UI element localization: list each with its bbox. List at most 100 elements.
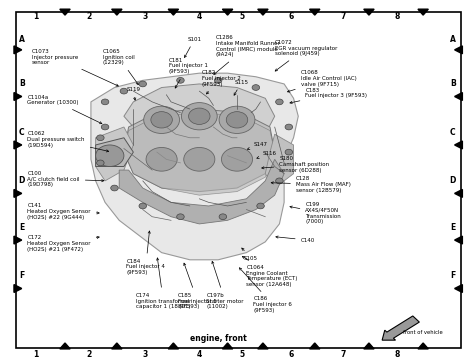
Text: 8: 8	[394, 12, 400, 21]
Text: engine, front: engine, front	[190, 334, 246, 343]
Circle shape	[101, 99, 109, 105]
Circle shape	[120, 88, 128, 94]
Text: C199
AX4S/4F50N
Transmission
(7000): C199 AX4S/4F50N Transmission (7000)	[290, 202, 341, 224]
Text: S101: S101	[184, 37, 201, 58]
Text: S105: S105	[242, 248, 258, 261]
Polygon shape	[60, 343, 70, 349]
Text: S180
Camshaft position
sensor (6D288): S180 Camshaft position sensor (6D288)	[262, 156, 329, 173]
Circle shape	[97, 160, 104, 166]
Circle shape	[189, 108, 210, 125]
Text: C1104a
Generator (10300): C1104a Generator (10300)	[27, 95, 102, 124]
Circle shape	[214, 77, 222, 83]
Text: 2: 2	[86, 350, 91, 359]
Circle shape	[139, 81, 146, 87]
Polygon shape	[168, 343, 179, 349]
Polygon shape	[91, 73, 298, 260]
Text: 7: 7	[340, 350, 346, 359]
Text: D: D	[450, 176, 456, 185]
Polygon shape	[310, 9, 320, 15]
Text: C183
Fuel injector 3 (9F593): C183 Fuel injector 3 (9F593)	[290, 88, 367, 104]
Circle shape	[177, 214, 184, 220]
Polygon shape	[455, 285, 462, 292]
Circle shape	[184, 147, 215, 171]
Text: C172
Heated Oxygen Sensor
(HO2S) #21 (9F472): C172 Heated Oxygen Sensor (HO2S) #21 (9F…	[27, 235, 99, 252]
FancyArrow shape	[382, 316, 419, 340]
Polygon shape	[124, 113, 275, 195]
Text: C186
Fuel injector 6
(9F593): C186 Fuel injector 6 (9F593)	[239, 268, 292, 313]
Polygon shape	[418, 343, 428, 349]
Text: C184
Fuel injector 4
(9F593): C184 Fuel injector 4 (9F593)	[126, 231, 165, 275]
Circle shape	[144, 106, 180, 134]
Text: 8: 8	[394, 350, 400, 359]
Polygon shape	[112, 9, 122, 15]
Circle shape	[111, 185, 118, 191]
Text: C: C	[450, 128, 456, 137]
Polygon shape	[96, 138, 133, 167]
Text: C140: C140	[276, 236, 315, 243]
Text: E: E	[19, 223, 24, 232]
Polygon shape	[455, 93, 462, 100]
Circle shape	[219, 106, 255, 134]
Text: 5: 5	[239, 350, 244, 359]
Circle shape	[97, 135, 104, 141]
Circle shape	[252, 85, 260, 90]
Polygon shape	[265, 134, 293, 188]
Text: C182
Fuel injector 2
(9F593): C182 Fuel injector 2 (9F593)	[201, 70, 240, 94]
Text: C1062
Dual pressure switch
(19D594): C1062 Dual pressure switch (19D594)	[27, 131, 109, 152]
Polygon shape	[418, 9, 428, 15]
Polygon shape	[455, 141, 462, 149]
Polygon shape	[14, 46, 22, 54]
Text: 2: 2	[86, 12, 91, 21]
Text: C141
Heated Oxygen Sensor
(HO2S) #22 (9G444): C141 Heated Oxygen Sensor (HO2S) #22 (9G…	[27, 203, 99, 220]
Text: S115: S115	[234, 80, 249, 95]
Text: 6: 6	[289, 350, 294, 359]
Circle shape	[285, 124, 292, 130]
Circle shape	[101, 124, 109, 130]
Text: C1072
EGR vacuum regulator
solenoid (9J459): C1072 EGR vacuum regulator solenoid (9J4…	[275, 40, 337, 71]
Text: B: B	[450, 79, 456, 88]
Text: A: A	[18, 35, 25, 43]
Text: C1073
Injector pressure
sensor: C1073 Injector pressure sensor	[32, 49, 118, 86]
Text: F: F	[19, 272, 24, 281]
Text: C1068
Idle Air Control (IAC)
valve (9F715): C1068 Idle Air Control (IAC) valve (9F71…	[288, 70, 356, 92]
Text: 3: 3	[143, 350, 148, 359]
Text: 1: 1	[33, 12, 38, 21]
Polygon shape	[124, 84, 275, 148]
Text: 3: 3	[143, 12, 148, 21]
Circle shape	[177, 77, 184, 83]
Polygon shape	[14, 285, 22, 292]
Text: D: D	[18, 176, 25, 185]
Polygon shape	[258, 9, 268, 15]
Circle shape	[151, 111, 173, 128]
Circle shape	[96, 145, 124, 167]
Text: S116: S116	[257, 151, 277, 159]
Text: 1: 1	[33, 350, 38, 359]
Circle shape	[182, 102, 217, 130]
Text: S119: S119	[126, 87, 140, 100]
Text: C1065
Ignition coil
(12329): C1065 Ignition coil (12329)	[103, 49, 138, 85]
Text: C185
Fuel injector 5
(9F593): C185 Fuel injector 5 (9F593)	[178, 263, 217, 310]
Circle shape	[221, 147, 253, 171]
Polygon shape	[364, 9, 374, 15]
Circle shape	[219, 214, 227, 220]
Text: F: F	[450, 272, 456, 281]
Polygon shape	[96, 127, 133, 181]
Circle shape	[226, 111, 248, 128]
Circle shape	[139, 203, 146, 209]
Polygon shape	[455, 189, 462, 197]
Circle shape	[257, 203, 264, 209]
Polygon shape	[168, 9, 179, 15]
Polygon shape	[14, 236, 22, 244]
Polygon shape	[119, 159, 284, 224]
Text: S147: S147	[247, 143, 267, 150]
Text: C: C	[19, 128, 25, 137]
Text: 5: 5	[239, 12, 244, 21]
Polygon shape	[364, 343, 374, 349]
Text: C1064
Engine Coolant
Temperature (ECT)
sensor (12A648): C1064 Engine Coolant Temperature (ECT) s…	[242, 256, 298, 287]
Polygon shape	[124, 109, 275, 191]
Polygon shape	[14, 189, 22, 197]
Text: E: E	[450, 223, 456, 232]
Text: C100
A/C clutch field coil
(19D798): C100 A/C clutch field coil (19D798)	[27, 171, 104, 188]
Circle shape	[146, 147, 177, 171]
Text: C181
Fuel injector 1
(9F593): C181 Fuel injector 1 (9F593)	[169, 58, 208, 88]
